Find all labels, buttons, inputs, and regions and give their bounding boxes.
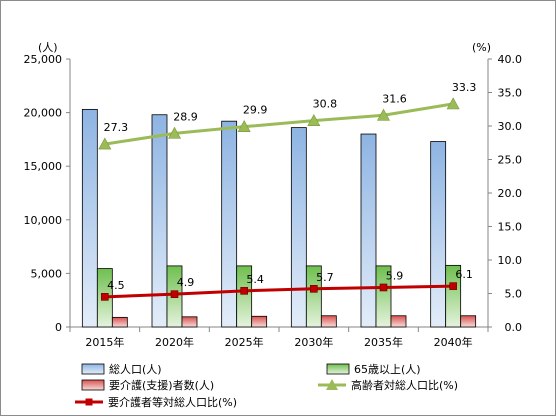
bar-total-population xyxy=(290,127,307,328)
left-tick-label: 15,000 xyxy=(24,160,63,173)
legend-swatch xyxy=(81,363,105,375)
right-tick-label: 40.0 xyxy=(498,53,523,66)
left-tick-label: 5,000 xyxy=(31,267,63,280)
right-tick-label: 20.0 xyxy=(498,187,523,200)
bar-age65-plus xyxy=(305,265,322,328)
x-tick-label: 2020年 xyxy=(155,335,194,349)
legend-label: 総人口(人) xyxy=(109,362,162,376)
legend-swatch xyxy=(326,363,350,375)
lines: 27.3 28.9 29.9 30.8 31.6 33.3 4.5 4.9 5.4 5.7 5.9 6… xyxy=(98,81,477,301)
bar-total-population xyxy=(151,114,168,328)
elderly-ratio-point xyxy=(307,114,321,126)
elderly-ratio-label: 30.8 xyxy=(313,98,338,111)
bars xyxy=(81,108,477,328)
x-tick-label: 2015年 xyxy=(85,335,124,349)
legend-label: 要介護(支援)者数(人) xyxy=(109,378,214,392)
care-ratio-label: 5.9 xyxy=(386,269,404,282)
care-ratio-point xyxy=(379,283,388,292)
care-ratio-label: 4.9 xyxy=(177,276,195,289)
elderly-ratio-point xyxy=(446,97,460,110)
legend-square-marker xyxy=(85,398,93,406)
legend-label: 要介護者等対総人口比(%) xyxy=(108,395,237,409)
legend-label: 高齢者対総人口比(%) xyxy=(351,378,458,392)
right-tick-label: 10.0 xyxy=(498,254,523,267)
bar-care-needed xyxy=(181,316,198,328)
right-axis-unit: (%) xyxy=(472,41,491,54)
bar-age65-plus xyxy=(445,264,462,328)
bar-total-population xyxy=(360,133,377,328)
bar-total-population xyxy=(221,120,238,328)
bar-care-needed xyxy=(390,315,407,328)
elderly-ratio-line xyxy=(104,102,454,146)
elderly-ratio-point xyxy=(376,108,391,121)
care-ratio-point xyxy=(310,285,318,293)
elderly-ratio-label: 28.9 xyxy=(173,110,198,123)
bar-age65-plus xyxy=(236,265,253,328)
left-tick-label: 10,000 xyxy=(24,214,63,227)
care-ratio-label: 4.5 xyxy=(107,279,125,292)
right-tick-label: 0.0 xyxy=(505,321,523,334)
right-tick-label: 35.0 xyxy=(498,87,523,100)
bar-care-needed xyxy=(460,315,477,328)
bar-care-needed xyxy=(320,315,337,328)
elderly-ratio-point xyxy=(167,126,182,139)
legend-triangle-marker xyxy=(326,379,338,390)
legend-label: 65歳以上(人) xyxy=(354,363,421,376)
left-tick-label: 20,000 xyxy=(24,107,63,120)
care-ratio-label: 5.4 xyxy=(246,273,264,286)
x-tick-label: 2025年 xyxy=(225,335,264,349)
right-tick-label: 25.0 xyxy=(498,154,523,167)
elderly-ratio-label: 27.3 xyxy=(104,121,129,134)
elderly-ratio-point xyxy=(98,137,112,150)
bar-care-needed xyxy=(111,316,128,328)
bar-age65-plus xyxy=(375,265,392,328)
left-axis-ticks: 0 5,000 10,000 15,000 20,000 25,000 xyxy=(24,53,70,334)
bar-care-needed xyxy=(251,315,268,328)
care-ratio-point xyxy=(240,287,248,295)
left-tick-label: 25,000 xyxy=(24,53,63,66)
right-tick-label: 5.0 xyxy=(505,288,523,301)
x-tick-label: 2040年 xyxy=(434,335,473,349)
care-ratio-point xyxy=(170,290,179,298)
legend-swatch xyxy=(81,379,105,391)
bar-total-population xyxy=(81,108,98,328)
elderly-ratio-label: 33.3 xyxy=(452,81,477,94)
care-ratio-label: 5.7 xyxy=(316,271,334,284)
left-tick-label: 0 xyxy=(55,321,62,334)
care-ratio-line xyxy=(104,284,454,299)
x-axis-ticks: 2015年 2020年 2025年 2030年 2035年 2040年 xyxy=(69,327,489,349)
right-axis-ticks: 0.0 5.0 10.0 15.0 20.0 25.0 30.0 35.0 40.0 xyxy=(488,53,522,334)
right-tick-label: 15.0 xyxy=(498,221,523,234)
elderly-ratio-point xyxy=(237,120,251,132)
elderly-ratio-label: 31.6 xyxy=(382,92,407,105)
left-axis-unit: (人) xyxy=(38,41,58,54)
care-ratio-point xyxy=(449,282,457,290)
x-tick-label: 2030年 xyxy=(294,335,333,349)
care-ratio-point xyxy=(101,293,109,301)
elderly-ratio-label: 29.9 xyxy=(243,104,268,117)
bar-total-population xyxy=(430,141,447,328)
right-tick-label: 30.0 xyxy=(498,120,523,133)
x-tick-label: 2035年 xyxy=(364,335,403,349)
care-ratio-label: 6.1 xyxy=(455,268,473,281)
legend: 総人口(人) 65歳以上(人) 要介護(支援)者数(人) 高齢者対総人口比(%) 要介護… xyxy=(75,362,458,409)
